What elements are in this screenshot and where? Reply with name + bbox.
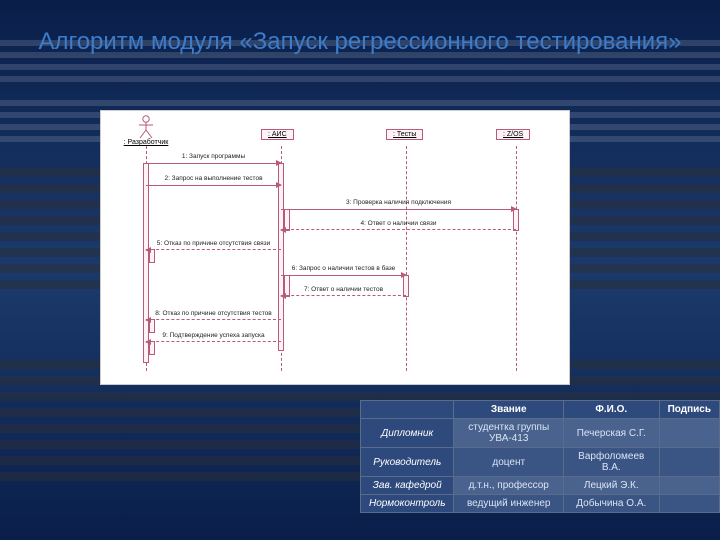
table-cell: Печерская С.Г.: [563, 419, 659, 448]
table-cell: студентка группы УВА-413: [454, 419, 564, 448]
signature-table: ЗваниеФ.И.О.Подпись Дипломникстудентка гр…: [360, 400, 720, 513]
message-label: 6: Запрос о наличии тестов в базе: [281, 265, 406, 272]
activation-bar: [278, 163, 284, 351]
participant-tests: : Тесты: [386, 129, 423, 140]
participant-ais: : АИС: [261, 129, 294, 140]
message-label: 7: Ответ о наличии тестов: [281, 286, 406, 293]
sequence-diagram: : Разработчик : АИС : Тесты : Z/OS 1: За…: [100, 110, 570, 385]
table-header: Подпись: [659, 401, 719, 419]
table-row-label: Дипломник: [361, 419, 454, 448]
participant-label: : АИС: [261, 129, 294, 140]
table-cell: Добычина О.А.: [563, 495, 659, 513]
table-header: Звание: [454, 401, 564, 419]
table-cell: д.т.н., профессор: [454, 477, 564, 495]
table-cell: доцент: [454, 448, 564, 477]
table-cell: [659, 448, 719, 477]
table-cell: [659, 495, 719, 513]
message-label: 5: Отказ по причине отсутствия связи: [146, 240, 281, 247]
participant-label: : Разработчик: [121, 139, 171, 146]
message-arrow: 1: Запуск программы: [146, 163, 281, 164]
table-cell: ведущий инженер: [454, 495, 564, 513]
message-label: 2: Запрос на выполнение тестов: [146, 175, 281, 182]
table-header: Ф.И.О.: [563, 401, 659, 419]
table-cell: Лецкий Э.К.: [563, 477, 659, 495]
message-label: 9: Подтверждение успеха запуска: [146, 332, 281, 339]
table-header: [361, 401, 454, 419]
message-label: 8: Отказ по причине отсутствия тестов: [146, 310, 281, 317]
message-arrow: 6: Запрос о наличии тестов в базе: [281, 275, 406, 276]
message-arrow: 9: Подтверждение успеха запуска: [146, 341, 281, 342]
lifeline: [516, 146, 517, 371]
slide-title: Алгоритм модуля «Запуск регрессионного т…: [0, 28, 720, 56]
message-arrow: 2: Запрос на выполнение тестов: [146, 185, 281, 186]
message-label: 4: Ответ о наличии связи: [281, 220, 516, 227]
table-cell: [659, 419, 719, 448]
table-row-label: Руководитель: [361, 448, 454, 477]
message-arrow: 8: Отказ по причине отсутствия тестов: [146, 319, 281, 320]
message-label: 3: Проверка наличия подключения: [281, 199, 516, 206]
message-arrow: 7: Ответ о наличии тестов: [281, 295, 406, 296]
participant-label: : Z/OS: [496, 129, 530, 140]
actor-icon: [137, 115, 155, 139]
table-row-label: Зав. кафедрой: [361, 477, 454, 495]
participant-zos: : Z/OS: [496, 129, 530, 140]
table-cell: [659, 477, 719, 495]
table-row-label: Нормоконтроль: [361, 495, 454, 513]
table-cell: Варфоломеев В.А.: [563, 448, 659, 477]
lifeline: [406, 146, 407, 371]
participant-developer: : Разработчик: [121, 115, 171, 146]
message-label: 1: Запуск программы: [146, 153, 281, 160]
message-arrow: 4: Ответ о наличии связи: [281, 229, 516, 230]
message-arrow: 5: Отказ по причине отсутствия связи: [146, 249, 281, 250]
message-arrow: 3: Проверка наличия подключения: [281, 209, 516, 210]
participant-label: : Тесты: [386, 129, 423, 140]
